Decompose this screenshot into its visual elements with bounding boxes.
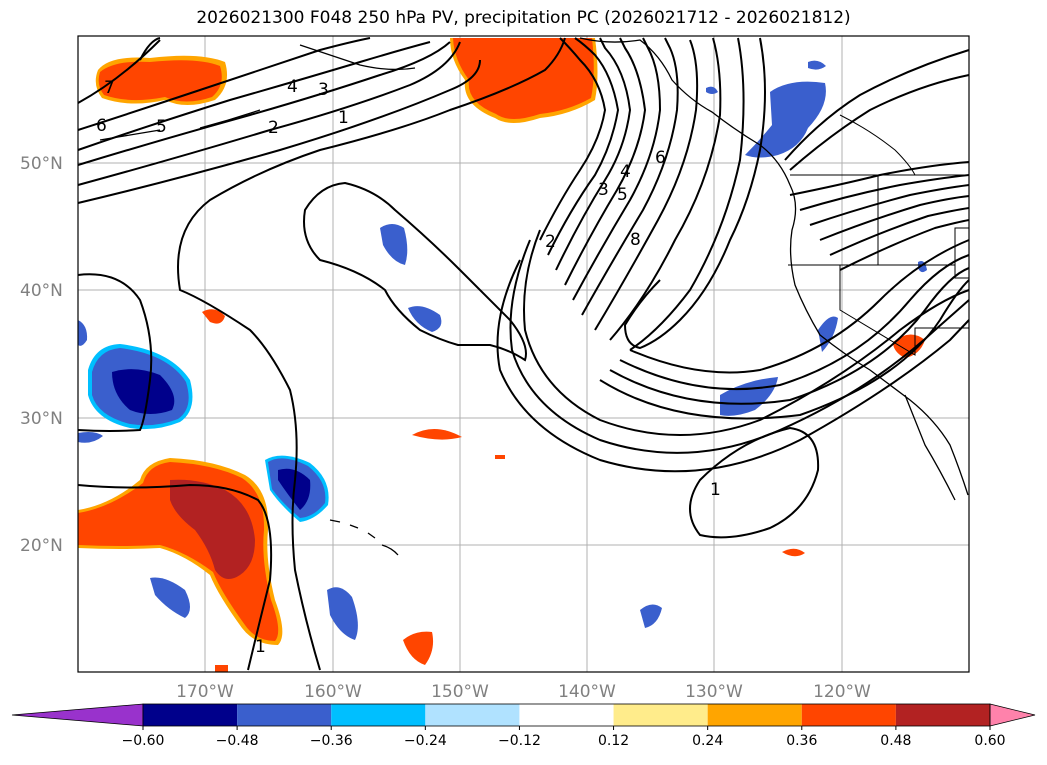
plot-frame — [77, 35, 970, 673]
precip-negative-areas — [78, 60, 927, 640]
contour-label-2: 2 — [268, 118, 279, 138]
contour-label-1: 1 — [338, 108, 349, 128]
pv-contours — [77, 37, 970, 671]
contour-label-1c: 1 — [255, 637, 266, 657]
contour-label-6b: 6 — [655, 148, 666, 168]
colorbar-segment — [425, 704, 520, 726]
lat-label-30n: 30°N — [20, 409, 63, 429]
colorbar-tick-label: −0.60 — [122, 733, 165, 749]
colorbar-tick-label: −0.12 — [498, 733, 541, 749]
contour-label-2b: 2 — [545, 232, 556, 252]
colorbar-segment — [895, 704, 990, 726]
lon-label-120w: 120°W — [813, 682, 871, 702]
colorbar-segment — [331, 704, 426, 726]
colorbar-tick-label: −0.24 — [404, 733, 447, 749]
colorbar-tick-label: 0.36 — [786, 733, 817, 749]
colorbar-extend-high — [989, 703, 1036, 727]
colorbar-tick-label: −0.36 — [310, 733, 353, 749]
contour-label-8: 8 — [630, 230, 641, 250]
colorbar-segment — [613, 704, 708, 726]
contour-label-1b: 1 — [710, 480, 721, 500]
colorbar-extend-low — [11, 703, 144, 727]
lon-label-150w: 150°W — [431, 682, 489, 702]
contour-label-4b: 4 — [620, 162, 631, 182]
contour-label-5: 5 — [156, 117, 167, 137]
contour-label-3: 3 — [318, 80, 329, 100]
lon-label-130w: 130°W — [685, 682, 743, 702]
lat-labels: 50°N 40°N 30°N 20°N — [20, 154, 63, 556]
lon-label-170w: 170°W — [176, 682, 234, 702]
colorbar-tick-label: 0.24 — [692, 733, 723, 749]
lon-label-140w: 140°W — [558, 682, 616, 702]
lon-label-160w: 160°W — [304, 682, 362, 702]
colorbar-segment — [237, 704, 332, 726]
colorbar-tick-label: 0.12 — [598, 733, 629, 749]
lon-labels: 170°W 160°W 150°W 140°W 130°W 120°W — [176, 682, 871, 702]
colorbar-tick-label: 0.60 — [974, 733, 1005, 749]
contour-labels: 7 6 5 4 3 2 1 2 3 4 5 6 8 1 1 — [96, 77, 721, 657]
lat-label-20n: 20°N — [20, 536, 63, 556]
contour-label-7: 7 — [104, 78, 115, 98]
colorbar-tick-label: 0.48 — [880, 733, 911, 749]
colorbar-segment — [519, 704, 614, 726]
colorbar-segment — [143, 704, 238, 726]
contour-label-3b: 3 — [598, 180, 609, 200]
colorbar-tick-label: −0.48 — [216, 733, 259, 749]
contour-label-4: 4 — [287, 77, 298, 97]
contour-label-5b: 5 — [617, 185, 628, 205]
contour-label-6: 6 — [96, 116, 107, 136]
lat-label-50n: 50°N — [20, 154, 63, 174]
colorbar-segment — [801, 704, 896, 726]
colorbar-segment — [707, 704, 802, 726]
colorbar: −0.60 −0.48 −0.36 −0.24 −0.12 0.12 0.24 0.36 0.4… — [11, 703, 1036, 749]
colorbar-outline — [142, 703, 991, 727]
lat-label-40n: 40°N — [20, 281, 63, 301]
map-title: 2026021300 F048 250 hPa PV, precipitatio… — [196, 8, 851, 28]
